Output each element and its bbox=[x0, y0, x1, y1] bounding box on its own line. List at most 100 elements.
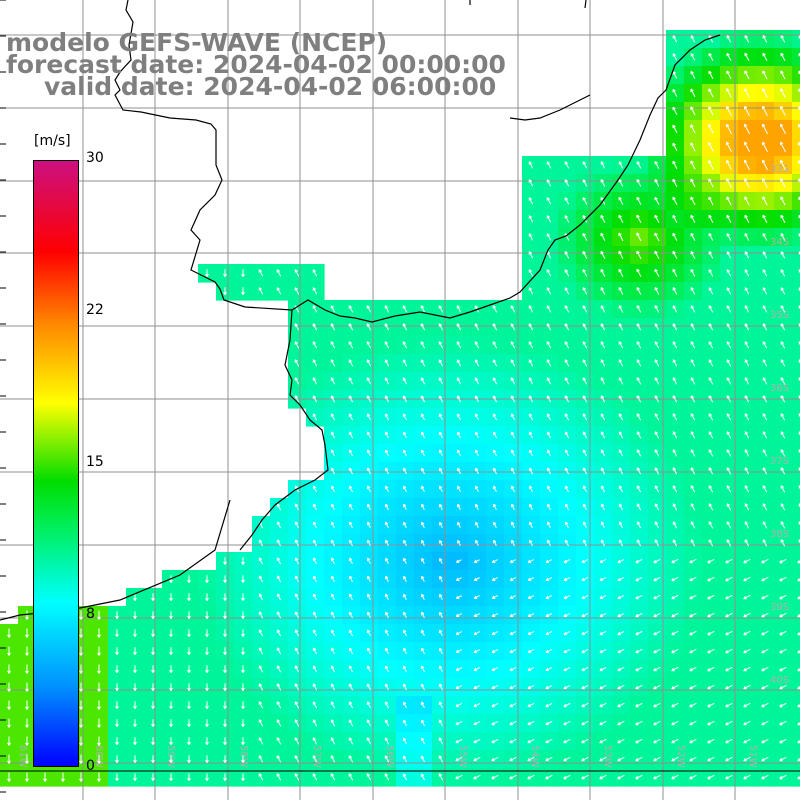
wind-arrow bbox=[725, 630, 733, 636]
wind-arrow bbox=[420, 431, 425, 439]
wind-arrow bbox=[456, 359, 462, 367]
wind-arrow bbox=[744, 305, 750, 313]
wind-arrow bbox=[690, 178, 696, 188]
wind-arrows bbox=[7, 35, 800, 782]
latitude-label: 39S bbox=[770, 602, 789, 613]
latitude-label: 36S bbox=[770, 383, 789, 394]
wind-arrow bbox=[546, 197, 552, 205]
wind-arrow bbox=[403, 575, 407, 582]
wind-arrow bbox=[726, 233, 732, 241]
wind-arrow bbox=[312, 539, 317, 547]
wind-arrow bbox=[761, 774, 769, 780]
wind-arrow bbox=[672, 88, 678, 97]
wind-arrow bbox=[599, 720, 607, 726]
wind-arrow bbox=[780, 395, 786, 403]
wind-cell bbox=[792, 570, 800, 589]
wind-arrow bbox=[187, 773, 191, 781]
wind-arrow bbox=[366, 737, 372, 745]
wind-arrow bbox=[726, 359, 732, 367]
wind-arrow bbox=[294, 359, 300, 367]
wind-arrow bbox=[169, 611, 173, 619]
wind-arrow bbox=[330, 449, 336, 457]
wind-arrow bbox=[492, 485, 497, 493]
wind-arrow bbox=[599, 648, 607, 654]
wind-arrow bbox=[7, 754, 11, 764]
wind-arrow bbox=[312, 323, 318, 331]
wind-arrow bbox=[761, 141, 768, 153]
wind-arrow bbox=[672, 395, 678, 403]
wind-arrow bbox=[402, 773, 408, 781]
wind-arrow bbox=[491, 577, 498, 581]
wind-arrow bbox=[276, 503, 282, 511]
wind-arrow bbox=[708, 431, 714, 439]
wind-arrow bbox=[258, 737, 264, 745]
wind-arrow bbox=[241, 755, 245, 763]
wind-arrow bbox=[725, 612, 733, 618]
latitude-label: 40S bbox=[770, 675, 789, 686]
wind-arrow bbox=[241, 593, 245, 601]
wind-arrow bbox=[151, 593, 155, 601]
wind-arrow bbox=[744, 269, 750, 277]
wind-arrow bbox=[726, 485, 732, 493]
wind-arrow bbox=[402, 665, 407, 673]
wind-arrow bbox=[618, 359, 624, 367]
wind-arrow bbox=[438, 755, 444, 763]
wind-arrow bbox=[707, 666, 715, 672]
wind-arrow bbox=[509, 720, 517, 726]
wind-arrow bbox=[725, 684, 733, 690]
wind-arrow bbox=[115, 629, 119, 637]
wind-arrow bbox=[581, 720, 589, 726]
wind-arrow bbox=[25, 736, 29, 746]
wind-arrow bbox=[509, 613, 517, 618]
wind-arrow bbox=[258, 773, 264, 781]
wind-arrow bbox=[744, 287, 750, 295]
wind-arrow bbox=[762, 521, 768, 529]
wind-arrow bbox=[672, 539, 678, 547]
wind-arrow bbox=[169, 647, 173, 655]
wind-arrow bbox=[707, 630, 715, 636]
wind-arrow bbox=[545, 684, 553, 690]
wind-cell bbox=[792, 84, 800, 103]
wind-arrow bbox=[689, 702, 697, 708]
wind-arrow bbox=[545, 631, 553, 636]
wind-arrow bbox=[546, 323, 552, 331]
wind-arrow bbox=[653, 720, 661, 726]
wind-arrow bbox=[582, 467, 588, 475]
wind-arrow bbox=[581, 559, 589, 564]
wind-arrow bbox=[654, 160, 660, 169]
wind-arrow bbox=[258, 683, 264, 691]
wind-arrow bbox=[294, 593, 300, 601]
wind-arrow bbox=[473, 559, 480, 563]
wind-arrow bbox=[689, 738, 697, 744]
wind-arrow bbox=[420, 359, 426, 367]
wind-arrow bbox=[509, 559, 516, 563]
wind-arrow bbox=[780, 467, 786, 475]
wind-arrow bbox=[545, 613, 553, 618]
wind-arrow bbox=[294, 701, 300, 709]
longitude-label: 56W bbox=[384, 745, 395, 768]
wind-arrow bbox=[672, 377, 678, 385]
wind-arrow bbox=[708, 449, 714, 457]
wind-arrow bbox=[528, 485, 533, 493]
wind-arrow bbox=[689, 756, 697, 762]
wind-arrow bbox=[546, 485, 551, 493]
wind-arrow bbox=[581, 756, 589, 762]
wind-arrow bbox=[654, 377, 660, 385]
wind-arrow bbox=[348, 305, 354, 313]
wind-arrow bbox=[672, 124, 678, 134]
wind-arrow bbox=[384, 485, 389, 493]
wind-arrow bbox=[635, 702, 643, 708]
wind-arrow bbox=[457, 539, 461, 546]
wind-arrow bbox=[725, 576, 733, 582]
wind-arrow bbox=[438, 413, 444, 421]
wind-arrow bbox=[762, 214, 768, 224]
wind-arrow bbox=[151, 701, 155, 709]
wind-arrow bbox=[241, 269, 245, 277]
wind-arrow bbox=[654, 214, 660, 224]
wind-arrow bbox=[653, 612, 661, 618]
wind-arrow bbox=[599, 559, 607, 564]
wind-arrow bbox=[97, 772, 101, 782]
longitude-label: 53W bbox=[602, 745, 613, 768]
wind-arrow bbox=[473, 756, 481, 762]
wind-arrow bbox=[402, 647, 407, 655]
